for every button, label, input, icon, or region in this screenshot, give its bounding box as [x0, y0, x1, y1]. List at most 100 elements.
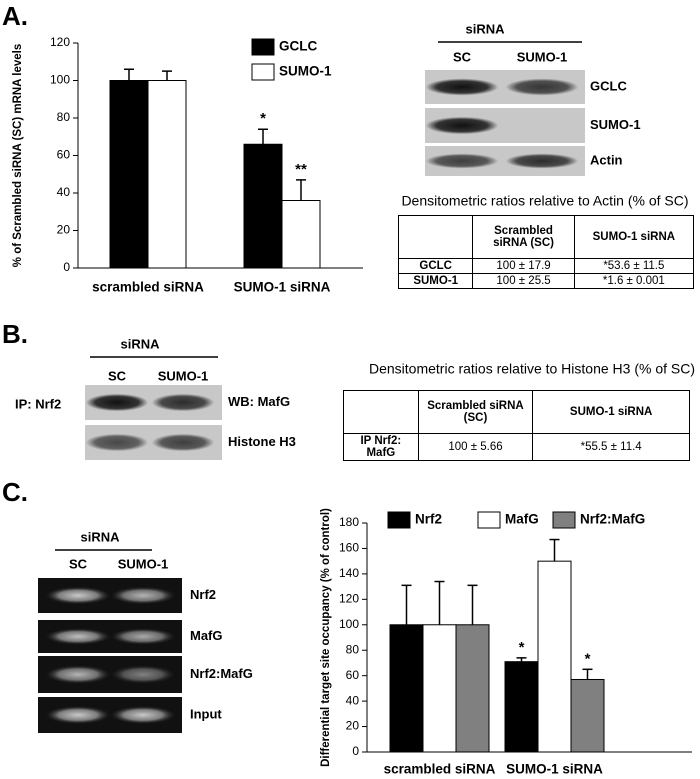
y-tick-label: 80	[346, 642, 360, 656]
blot-row-label: Histone H3	[228, 434, 296, 449]
bar	[281, 200, 321, 269]
blot-band	[110, 665, 176, 684]
lane-label: SC	[453, 49, 472, 64]
blot-band	[505, 78, 579, 96]
bar	[109, 80, 149, 269]
significance-mark: *	[260, 110, 266, 127]
blot-band	[425, 153, 499, 169]
blot-band	[151, 433, 215, 452]
panel-label: C.	[2, 477, 28, 507]
y-axis-label: % of Scrambled siRNA (SC) mRNA levels	[12, 44, 24, 267]
blot-row-label: GCLC	[590, 78, 627, 93]
y-tick-label: 100	[50, 73, 70, 87]
bar	[570, 678, 605, 753]
y-tick-label: 80	[57, 110, 71, 124]
legend-swatch	[552, 511, 576, 529]
bar	[147, 80, 187, 269]
header-row: Scrambled siRNA (SC) SUMO-1 siRNA	[397, 215, 695, 259]
blot-row-label: MafG	[190, 628, 223, 643]
y-tick-label: 60	[57, 148, 71, 162]
lane-label: SUMO-1	[158, 368, 209, 383]
table: Scrambled siRNA (SC) SUMO-1 siRNA IP Nrf2:…	[343, 390, 690, 461]
y-tick-label: 60	[346, 668, 360, 682]
x-tick-label: scrambled siRNA	[92, 280, 204, 295]
table-cell: *1.6 ± 0.001	[573, 273, 695, 289]
blot-band	[425, 78, 499, 96]
y-tick-label: 180	[339, 515, 359, 529]
table-cell: *55.5 ± 11.4	[532, 433, 690, 461]
y-tick-label: 40	[346, 693, 360, 707]
bar	[455, 624, 490, 753]
y-tick-label: 0	[352, 744, 359, 758]
table-cell: 100 ± 17.9	[472, 258, 575, 274]
lane-label: SC	[108, 368, 127, 383]
blot-band	[151, 393, 215, 412]
legend-swatch	[387, 511, 411, 529]
header-cell: Scrambled siRNA (SC)	[472, 215, 575, 259]
table-cell: 100 ± 5.66	[417, 433, 534, 461]
x-tick-label: SUMO-1 siRNA	[506, 762, 603, 777]
significance-mark: **	[295, 161, 307, 178]
bar	[504, 661, 539, 753]
blot-header: siRNA	[465, 21, 505, 36]
blot-band	[45, 628, 111, 645]
panel-label: A.	[2, 1, 28, 31]
legend-swatch	[251, 38, 275, 56]
blot-band	[85, 433, 149, 452]
blot-row-label: SUMO-1	[590, 117, 641, 132]
ip-label: IP: Nrf2	[15, 396, 61, 411]
lane-label: SUMO-1	[517, 49, 568, 64]
table-row: GCLC 100 ± 17.9 *53.6 ± 11.5	[397, 258, 695, 274]
bar	[243, 143, 283, 269]
table-row: IP Nrf2: MafG 100 ± 5.66 *55.5 ± 11.4	[343, 433, 690, 461]
y-tick-label: 20	[346, 719, 360, 733]
legend-label: MafG	[505, 512, 539, 527]
panel-label: B.	[2, 319, 28, 349]
y-tick-label: 140	[339, 566, 359, 580]
table-cell: 100 ± 25.5	[472, 273, 575, 289]
significance-mark: *	[585, 650, 591, 667]
y-tick-label: 0	[63, 260, 70, 274]
blot-band	[110, 586, 176, 605]
legend-label: Nrf2:MafG	[580, 512, 645, 527]
corner-cell	[343, 390, 419, 434]
row-header: IP Nrf2: MafG	[343, 433, 419, 461]
blot-row-label: Nrf2	[190, 587, 216, 602]
x-tick-label: SUMO-1 siRNA	[234, 280, 331, 295]
legend-swatch	[251, 63, 275, 81]
blot-row-label: Actin	[590, 152, 623, 167]
legend-swatch	[477, 511, 501, 529]
header-cell: Scrambled siRNA (SC)	[417, 390, 534, 434]
lane-label: SC	[69, 556, 88, 571]
y-tick-label: 100	[339, 617, 359, 631]
row-header: GCLC	[397, 258, 474, 274]
bar	[537, 560, 572, 753]
table-title: Densitometric ratios relative to Actin (…	[401, 193, 688, 209]
blot-band	[45, 586, 111, 605]
header-cell: SUMO-1 siRNA	[573, 215, 695, 259]
row-header: SUMO-1	[397, 273, 474, 289]
legend-label: GCLC	[279, 39, 317, 54]
bar	[389, 624, 424, 753]
blot-band	[110, 706, 176, 724]
blot-header: siRNA	[80, 529, 120, 544]
legend-label: SUMO-1	[279, 64, 332, 79]
corner-cell	[397, 215, 474, 259]
blot-row-label: Nrf2:MafG	[190, 666, 253, 681]
table-row: SUMO-1 100 ± 25.5 *1.6 ± 0.001	[397, 273, 695, 289]
blot-row-label: WB: MafG	[228, 394, 290, 409]
table-cell: *53.6 ± 11.5	[573, 258, 695, 274]
lane-label: SUMO-1	[118, 556, 169, 571]
y-tick-label: 120	[339, 592, 359, 606]
blot-band	[45, 665, 111, 684]
y-tick-label: 120	[50, 35, 70, 49]
y-tick-label: 160	[339, 541, 359, 555]
blot-band	[505, 153, 579, 169]
bar	[422, 624, 457, 753]
blot-header: siRNA	[120, 336, 160, 351]
significance-mark: *	[519, 639, 525, 656]
legend-label: Nrf2	[415, 512, 442, 527]
blot-band	[85, 393, 149, 412]
